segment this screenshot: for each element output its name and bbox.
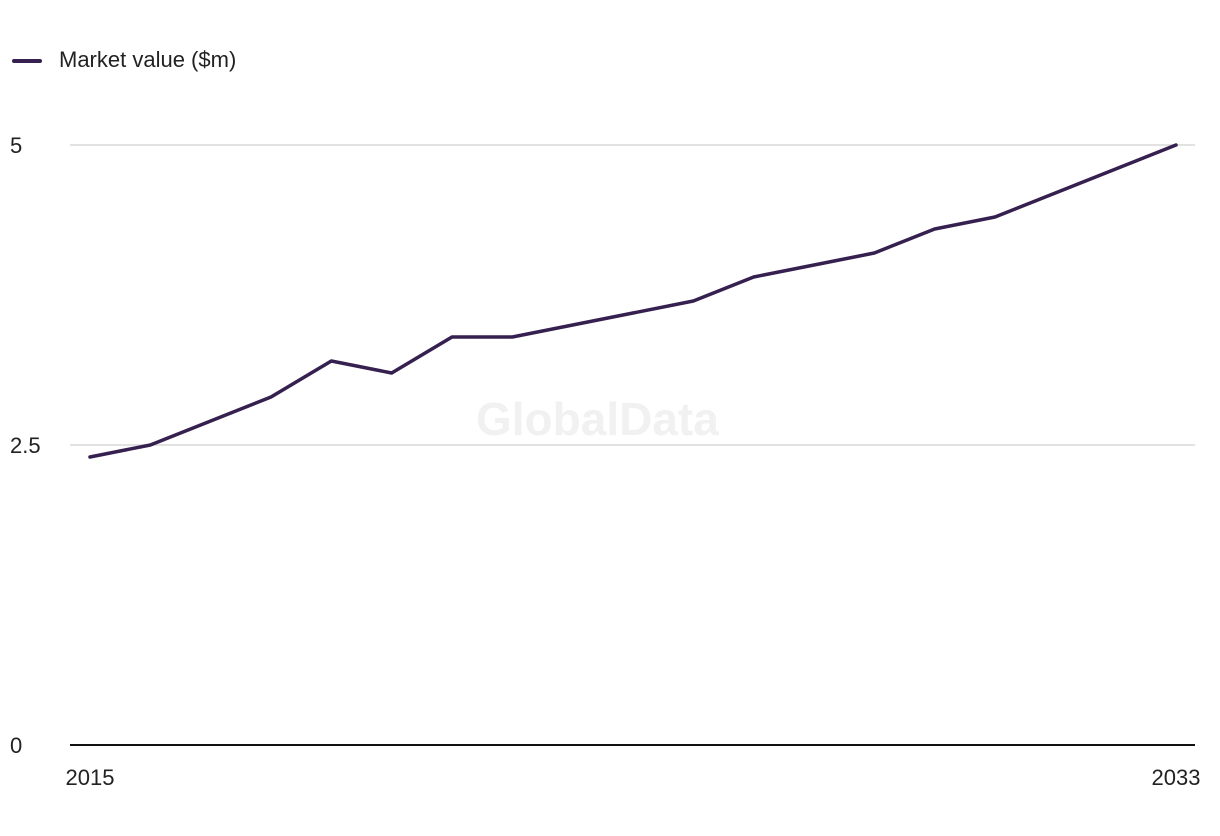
data-point	[812, 263, 816, 267]
series-layer	[88, 143, 1178, 459]
data-point	[752, 275, 756, 279]
data-point	[390, 371, 394, 375]
data-point	[571, 323, 575, 327]
data-point	[269, 395, 273, 399]
x-axis-ticks: 2015 2033	[66, 765, 1201, 790]
data-point	[933, 227, 937, 231]
y-tick-label: 2.5	[10, 433, 41, 458]
gridlines	[70, 144, 1195, 446]
x-tick-label: 2015	[66, 765, 115, 790]
data-point	[872, 251, 876, 255]
y-tick-label: 0	[10, 733, 22, 758]
y-tick-label: 5	[10, 133, 22, 158]
data-point	[148, 443, 152, 447]
data-point	[1114, 167, 1118, 171]
data-point	[1174, 143, 1178, 147]
data-point	[631, 311, 635, 315]
data-point	[1053, 191, 1057, 195]
data-point	[329, 359, 333, 363]
data-point	[88, 455, 92, 459]
data-point	[691, 299, 695, 303]
x-tick-label: 2033	[1152, 765, 1201, 790]
legend-label: Market value ($m)	[59, 47, 237, 72]
watermark-logo: GlobalData	[476, 393, 719, 445]
y-axis-ticks: 02.55	[10, 133, 41, 758]
data-point	[510, 335, 514, 339]
data-point	[450, 335, 454, 339]
data-point	[209, 419, 213, 423]
legend-swatch	[12, 59, 42, 63]
data-point	[993, 215, 997, 219]
